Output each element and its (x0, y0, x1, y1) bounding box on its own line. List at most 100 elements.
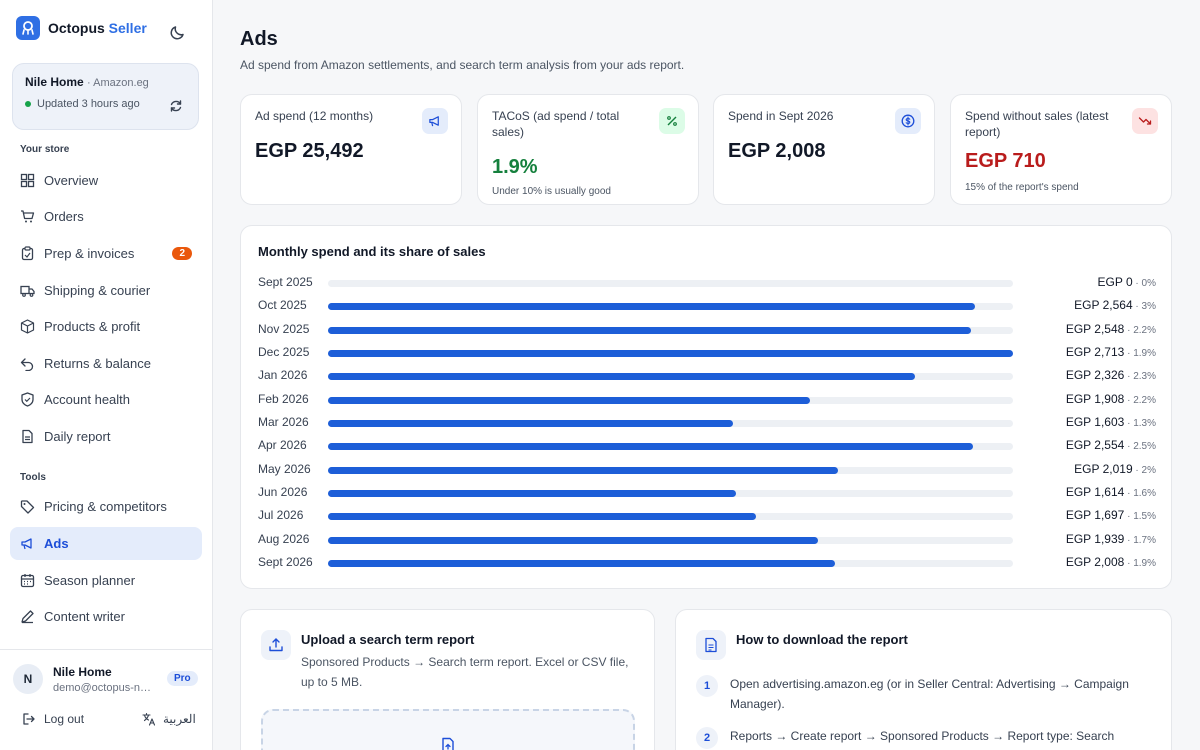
upload-text: Sponsored Products → Search term report.… (301, 655, 629, 689)
chart-value-amount: EGP 2,564 (1074, 298, 1133, 313)
pen-icon (21, 610, 34, 624)
chart-bar-track (328, 559, 1013, 567)
step-text: Reports → Create report → Sponsored Prod… (730, 729, 1115, 750)
chart-category-label: Jan 2026 (258, 368, 308, 383)
kpi-note: 15% of the report's spend (965, 182, 1079, 193)
avatar[interactable]: N (13, 664, 43, 694)
dark-mode-moon-icon[interactable] (169, 23, 187, 41)
chart-value-label: EGP 2,548 · 2.2% (1065, 321, 1156, 336)
chart-row: Apr 2026 EGP 2,554 · 2.5% (258, 437, 1156, 455)
chart-row: Jul 2026 EGP 1,697 · 1.5% (258, 507, 1156, 525)
sidebar: Octopus Seller Nile Home · Amazon.eg Upd… (0, 0, 213, 750)
chart-bar-track (328, 513, 1013, 521)
sidebar-item-label: Orders (44, 209, 84, 224)
chart-share-label: 2.3% (1133, 371, 1156, 383)
monthly-spend-chart: Monthly spend and its share of sales Sep… (240, 225, 1172, 589)
sidebar-item-pricing[interactable]: Pricing & competitors (10, 490, 202, 523)
chart-share-label: 1.3% (1133, 417, 1156, 429)
sidebar-item-prep-invoices[interactable]: Prep & invoices 2 (10, 237, 202, 270)
logout-button[interactable]: Log out (22, 712, 84, 726)
language-toggle[interactable]: العربية (142, 712, 196, 726)
chart-value-amount: EGP 1,614 (1065, 484, 1125, 499)
chart-value-amount: EGP 0 (1097, 275, 1133, 289)
sidebar-item-shipping[interactable]: Shipping & courier (10, 274, 202, 307)
chart-value-label: EGP 1,614 · 1.6% (1065, 484, 1156, 499)
chart-value-label: EGP 2,008 · 1.9% (1065, 554, 1156, 569)
chart-share-label: 3% (1141, 301, 1156, 313)
chart-value-label: EGP 2,564 · 3% (1074, 298, 1156, 313)
chart-row: Jun 2026 EGP 1,614 · 1.6% (258, 484, 1156, 502)
chart-value-label: EGP 2,326 · 2.3% (1065, 368, 1156, 383)
sidebar-item-label: Daily report (44, 429, 111, 444)
chart-category-label: Nov 2025 (258, 321, 310, 336)
chart-bar-track (328, 373, 1013, 381)
step-number: 1 (696, 675, 718, 697)
translate-icon (142, 712, 156, 726)
section-label-store: Your store (20, 144, 70, 155)
chart-bar-track (328, 489, 1013, 497)
page-title: Ads (240, 28, 278, 50)
megaphone-icon (422, 108, 448, 134)
undo-icon (20, 358, 34, 371)
file-upload-icon (442, 737, 454, 750)
kpi-value: EGP 2,008 (728, 140, 826, 162)
chart-value-label: EGP 0 · 0% (1097, 275, 1156, 289)
chart-bar (328, 536, 818, 544)
file-icon (22, 429, 33, 444)
chart-share-label: 1.9% (1133, 347, 1156, 359)
sidebar-item-label: Shipping & courier (44, 283, 151, 298)
chart-bar (328, 419, 733, 427)
section-label-tools: Tools (20, 472, 46, 483)
chart-share-label: 2.2% (1133, 394, 1156, 406)
sidebar-item-returns-balance[interactable]: Returns & balance (10, 347, 202, 380)
chart-bar-track (328, 419, 1013, 427)
upload-card: Upload a search term report Sponsored Pr… (240, 609, 655, 750)
sidebar-item-orders[interactable]: Orders (10, 200, 202, 233)
brand[interactable]: Octopus Seller (16, 16, 147, 40)
chart-row: Sept 2025 EGP 0 · 0% (258, 274, 1156, 292)
tag-icon (20, 500, 35, 514)
store-title: Nile Home · Amazon.eg (25, 75, 149, 89)
user-panel: N Nile Home demo@octopus-net... Pro Log … (0, 649, 212, 750)
chart-bar (328, 489, 736, 497)
sidebar-item-label: Prep & invoices (44, 246, 135, 261)
sidebar-item-label: Pricing & competitors (44, 499, 167, 514)
chart-bar (328, 513, 757, 521)
chart-category-label: Jul 2026 (258, 508, 304, 523)
sidebar-item-account-health[interactable]: Account health (10, 383, 202, 416)
sidebar-item-overview[interactable]: Overview (10, 164, 202, 197)
sidebar-item-season-planner[interactable]: Season planner (10, 564, 202, 597)
chart-bar-track (328, 396, 1013, 404)
chart-title: Monthly spend and its share of sales (258, 244, 486, 259)
kpi-tacos: TACoS (ad spend / total sales) 1.9% Unde… (477, 94, 699, 205)
sidebar-item-content-writer[interactable]: Content writer (10, 600, 202, 633)
upload-title: Upload a search term report (301, 632, 475, 647)
kpi-label: Spend in Sept 2026 (728, 109, 834, 123)
chart-row: Aug 2026 EGP 1,939 · 1.7% (258, 531, 1156, 549)
chart-category-label: Feb 2026 (258, 391, 309, 406)
chart-share-label: 1.6% (1133, 487, 1156, 499)
chart-bar-track (328, 326, 1013, 334)
chart-value-amount: EGP 2,019 (1074, 461, 1133, 476)
chart-row: Oct 2025 EGP 2,564 · 3% (258, 297, 1156, 315)
store-card: Nile Home · Amazon.eg Updated 3 hours ag… (12, 63, 199, 130)
file-dropzone[interactable] (261, 709, 635, 750)
chart-share-label: 2.5% (1133, 441, 1156, 453)
sidebar-item-ads[interactable]: Ads (10, 527, 202, 560)
sidebar-item-products-profit[interactable]: Products & profit (10, 310, 202, 343)
megaphone-icon (21, 538, 32, 550)
sidebar-item-daily-report[interactable]: Daily report (10, 420, 202, 453)
refresh-icon[interactable] (169, 99, 183, 113)
chart-bar-track (328, 303, 1013, 311)
chart-row: Mar 2026 EGP 1,603 · 1.3% (258, 414, 1156, 432)
howto-card: How to download the report 1 Open advert… (675, 609, 1172, 750)
chart-category-label: Sept 2025 (258, 275, 313, 289)
chart-category-label: Apr 2026 (258, 438, 307, 453)
chart-category-label: Sept 2026 (258, 554, 313, 569)
chart-value-amount: EGP 1,939 (1065, 531, 1125, 546)
kpi-label: TACoS (ad spend / total sales) (492, 109, 620, 139)
kpi-label: Ad spend (12 months) (255, 109, 374, 123)
logout-icon (23, 713, 35, 725)
dollar-icon (895, 108, 921, 134)
chart-category-label: Aug 2026 (258, 531, 310, 546)
